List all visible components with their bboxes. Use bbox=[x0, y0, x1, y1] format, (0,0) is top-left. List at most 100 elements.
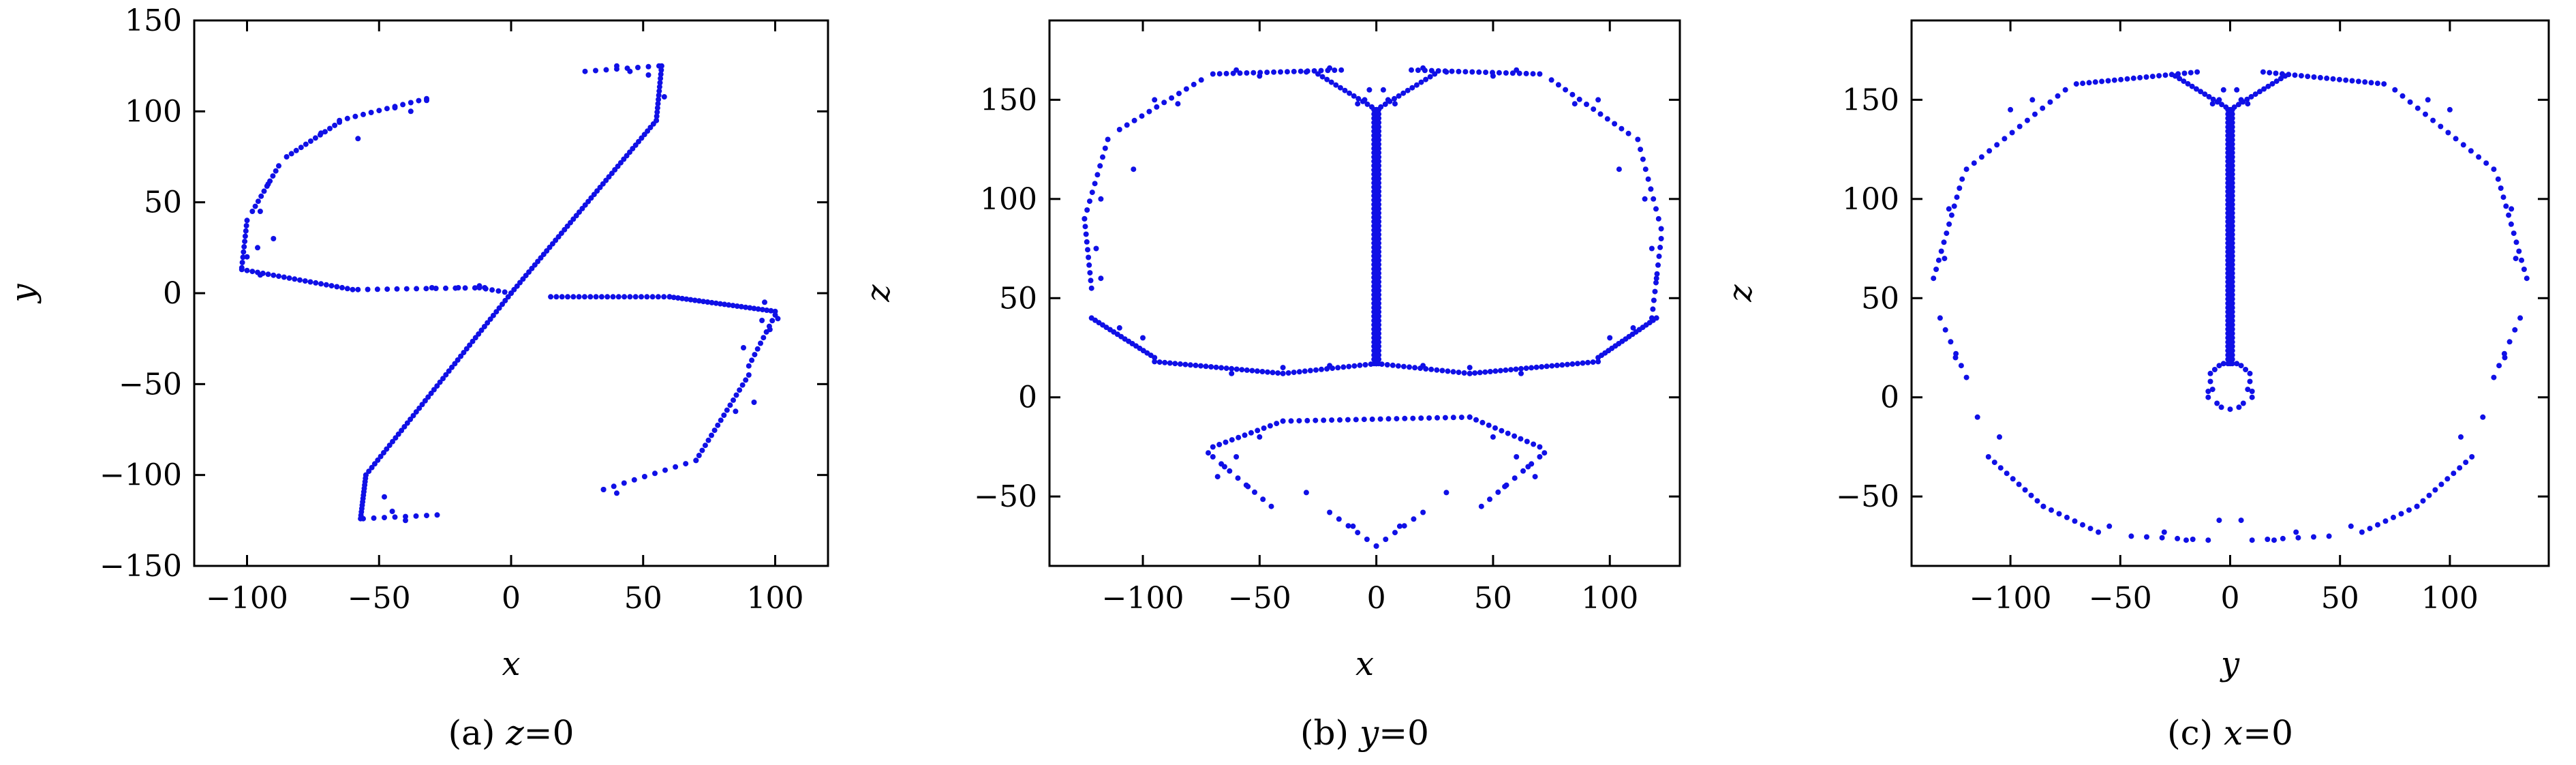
data-point bbox=[2225, 163, 2231, 168]
data-point bbox=[1576, 96, 1582, 102]
data-point bbox=[1193, 362, 1199, 368]
data-point bbox=[1183, 86, 1189, 92]
data-point bbox=[384, 446, 390, 452]
data-point bbox=[2348, 523, 2354, 529]
data-point bbox=[2225, 111, 2231, 117]
data-point bbox=[381, 450, 386, 455]
data-point bbox=[2229, 223, 2235, 229]
data-point bbox=[654, 117, 660, 123]
data-point bbox=[1450, 369, 1456, 375]
data-point bbox=[2524, 275, 2530, 282]
data-point bbox=[1487, 369, 1493, 374]
data-point bbox=[2480, 414, 2486, 420]
data-point bbox=[2229, 313, 2235, 319]
data-point bbox=[2225, 348, 2231, 354]
data-point bbox=[1376, 344, 1382, 349]
data-point bbox=[2229, 188, 2235, 194]
data-point bbox=[2181, 78, 2187, 85]
data-point bbox=[1376, 145, 1382, 151]
data-point bbox=[1396, 93, 1402, 99]
data-point bbox=[1371, 318, 1377, 324]
data-point bbox=[2225, 188, 2231, 194]
data-point bbox=[1492, 425, 1498, 431]
data-point bbox=[1931, 275, 1937, 282]
data-point bbox=[1342, 87, 1348, 93]
data-point bbox=[1390, 362, 1396, 368]
data-point bbox=[1223, 439, 1229, 445]
data-point bbox=[1407, 364, 1412, 370]
data-point bbox=[1376, 150, 1382, 155]
data-point bbox=[2225, 270, 2231, 276]
data-point bbox=[2519, 257, 2525, 263]
data-point bbox=[635, 65, 641, 70]
data-point bbox=[1251, 70, 1257, 76]
data-point bbox=[649, 294, 656, 300]
data-point bbox=[394, 286, 400, 292]
data-point bbox=[1298, 68, 1304, 74]
data-point bbox=[1656, 253, 1662, 259]
data-point bbox=[1229, 437, 1235, 443]
data-point bbox=[1376, 137, 1382, 143]
data-point bbox=[1409, 85, 1415, 91]
data-point bbox=[746, 363, 752, 369]
plot-frame-b bbox=[1048, 19, 1681, 567]
data-point bbox=[1082, 215, 1088, 222]
data-point bbox=[1086, 262, 1092, 268]
data-point bbox=[2229, 335, 2235, 341]
data-point bbox=[758, 340, 763, 346]
data-point bbox=[754, 346, 761, 352]
data-point bbox=[2349, 78, 2355, 84]
data-point bbox=[2229, 305, 2235, 311]
data-point bbox=[1405, 87, 1411, 93]
data-point bbox=[733, 392, 739, 398]
data-point bbox=[2392, 87, 2398, 93]
data-point bbox=[2225, 249, 2231, 255]
data-point bbox=[1376, 322, 1382, 328]
panel-a: −100 −50 0 50 100 −150 −100 −50 0 50 100 150 x y (a… bbox=[4, 3, 829, 753]
data-point bbox=[1376, 357, 1382, 362]
data-point bbox=[2279, 71, 2285, 77]
data-point bbox=[2072, 518, 2078, 524]
data-point bbox=[1362, 97, 1368, 103]
data-point bbox=[1376, 270, 1382, 276]
data-point bbox=[1450, 415, 1456, 421]
data-point bbox=[2207, 370, 2213, 376]
data-point bbox=[1278, 69, 1283, 75]
data-point bbox=[2229, 300, 2235, 306]
data-point bbox=[2293, 529, 2299, 535]
data-point bbox=[1376, 180, 1382, 186]
data-point bbox=[1203, 363, 1209, 370]
data-point bbox=[1371, 344, 1377, 349]
data-point bbox=[382, 494, 387, 500]
data-point bbox=[1223, 365, 1229, 372]
data-point bbox=[2305, 74, 2311, 80]
data-point bbox=[2229, 339, 2235, 345]
data-point bbox=[276, 163, 281, 169]
data-point bbox=[1213, 364, 1219, 370]
data-point bbox=[1371, 210, 1377, 216]
data-point bbox=[1208, 364, 1214, 370]
data-point bbox=[1175, 101, 1181, 107]
data-point bbox=[425, 394, 431, 400]
data-point bbox=[1379, 361, 1385, 368]
data-point bbox=[1098, 275, 1104, 282]
data-point bbox=[2252, 91, 2258, 97]
data-point bbox=[1371, 150, 1377, 155]
data-point bbox=[2280, 535, 2286, 541]
data-point bbox=[2229, 111, 2235, 117]
data-point bbox=[1376, 348, 1382, 354]
data-point bbox=[389, 509, 395, 514]
data-point bbox=[2205, 394, 2211, 400]
data-point bbox=[1337, 85, 1343, 91]
data-point bbox=[2225, 193, 2231, 199]
data-point bbox=[1371, 275, 1377, 280]
data-point bbox=[1638, 147, 1644, 153]
data-point bbox=[423, 286, 429, 292]
data-point bbox=[332, 122, 338, 128]
data-point bbox=[2225, 214, 2231, 220]
data-point bbox=[658, 76, 664, 82]
data-point bbox=[2225, 300, 2231, 306]
data-point bbox=[1371, 322, 1377, 328]
data-point bbox=[378, 453, 384, 460]
